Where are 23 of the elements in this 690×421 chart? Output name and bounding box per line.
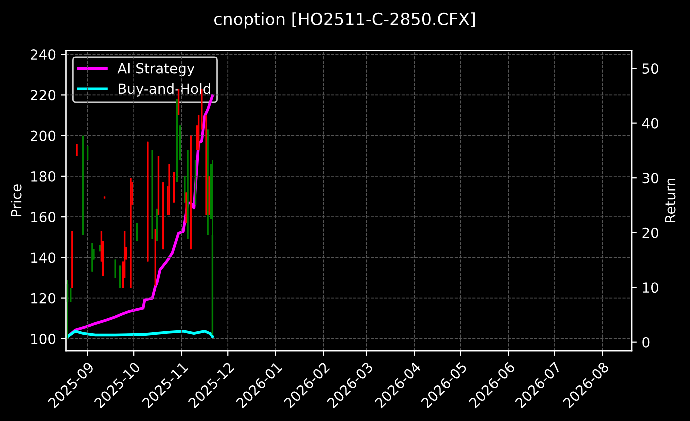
y-tick-label: 240: [31, 50, 56, 60]
y2-tick-label: 50: [642, 64, 659, 74]
y-tick-label: 100: [32, 334, 56, 344]
y2-tick-label: 10: [643, 282, 659, 294]
legend-label: Buy-and-Hold: [118, 83, 210, 97]
y-tick-label: 220: [31, 90, 56, 101]
candlestick: [114, 259, 116, 278]
legend-label: AI Strategy: [118, 63, 195, 76]
y2-axis-title: Return: [665, 178, 676, 222]
chart-title: cnoption [HO2511-C-2850.CFX]: [214, 12, 475, 29]
y-tick-label: 120: [32, 293, 56, 304]
y-tick-label: 180: [32, 171, 56, 182]
y-axis-title: Price: [11, 184, 22, 216]
y-tick-label: 200: [31, 130, 56, 142]
y2-tick-label: 0: [642, 337, 650, 348]
candlestick: [70, 288, 72, 303]
y2-tick-label: 40: [642, 118, 659, 129]
y2-tick-label: 30: [642, 173, 659, 184]
y-tick-label: 140: [32, 252, 56, 264]
y-tick-label: 160: [32, 212, 56, 223]
candlestick: [136, 222, 138, 242]
candlestick: [66, 280, 69, 340]
y2-tick-label: 20: [642, 228, 659, 238]
